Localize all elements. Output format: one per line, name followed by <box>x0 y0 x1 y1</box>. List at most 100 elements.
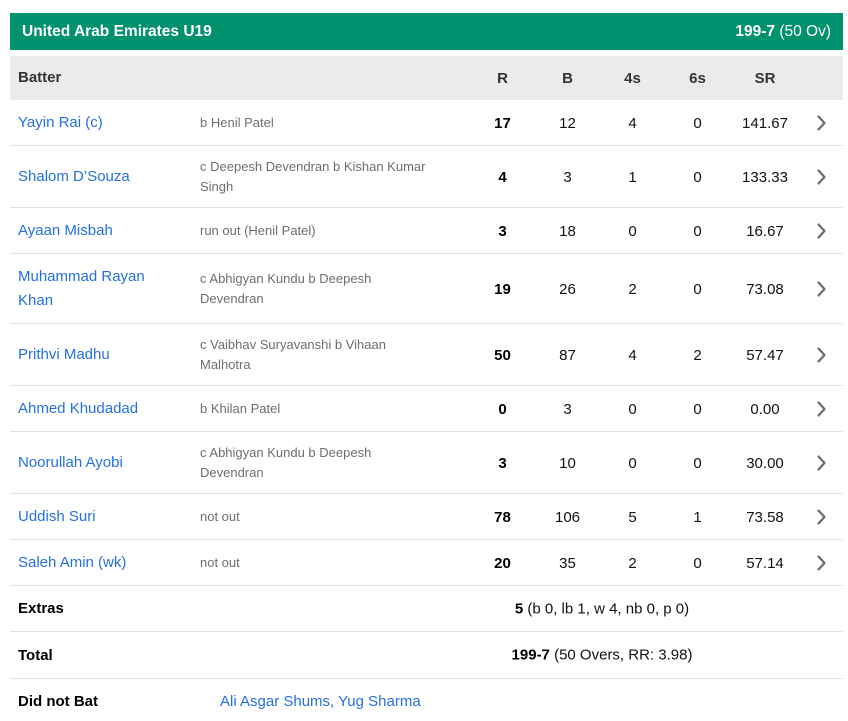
team-score-runs: 199-7 <box>735 22 776 40</box>
batter-name-link[interactable]: Saleh Amin (wk) <box>18 554 127 571</box>
batter-name-link[interactable]: Yayin Rai (c) <box>18 114 103 131</box>
fours-value: 1 <box>628 168 637 186</box>
team-header-bar: United Arab Emirates U19 199-7 (50 Ov) <box>10 13 843 50</box>
chevron-right-icon <box>817 401 826 417</box>
dismissal-text: b Khilan Patel <box>200 401 281 416</box>
batter-row[interactable]: Prithvi Madhu c Vaibhav Suryavanshi b Vi… <box>10 324 843 386</box>
dismissal-text: run out (Henil Patel) <box>200 223 316 238</box>
column-header-runs: R <box>497 69 508 87</box>
strike-rate-value: 73.58 <box>746 508 784 526</box>
dismissal-text: c Abhigyan Kundu b Deepesh Devendran <box>200 271 372 306</box>
strike-rate-value: 16.67 <box>746 222 784 240</box>
batter-row[interactable]: Uddish Suri not out 78 106 5 1 73.58 <box>10 494 843 540</box>
chevron-right-icon <box>817 455 826 471</box>
sixes-value: 1 <box>693 508 702 526</box>
strike-rate-value: 0.00 <box>750 400 780 418</box>
batter-rows-container: Yayin Rai (c) b Henil Patel 17 12 4 0 14… <box>10 100 843 586</box>
runs-value: 50 <box>494 346 511 364</box>
batter-row[interactable]: Muhammad Rayan Khan c Abhigyan Kundu b D… <box>10 254 843 324</box>
extras-value: 5 (b 0, lb 1, w 4, nb 0, p 0) <box>514 600 690 617</box>
fours-value: 5 <box>628 508 637 526</box>
batter-name-link[interactable]: Noorullah Ayobi <box>18 454 123 471</box>
batter-row[interactable]: Ayaan Misbah run out (Henil Patel) 3 18 … <box>10 208 843 254</box>
balls-value: 18 <box>559 222 576 240</box>
row-expand-target[interactable] <box>800 222 843 240</box>
chevron-right-icon <box>817 223 826 239</box>
batter-name-link[interactable]: Shalom D’Souza <box>18 168 130 185</box>
balls-value: 26 <box>559 280 576 298</box>
fours-value: 2 <box>628 280 637 298</box>
total-value: 199-7 (50 Overs, RR: 3.98) <box>511 646 693 664</box>
extras-row: Extras 5 (b 0, lb 1, w 4, nb 0, p 0) <box>10 586 843 632</box>
runs-value: 78 <box>494 508 511 526</box>
fours-value: 2 <box>628 554 637 572</box>
fours-value: 4 <box>628 114 637 132</box>
fours-value: 0 <box>628 454 637 472</box>
balls-value: 35 <box>559 554 576 572</box>
batter-row[interactable]: Noorullah Ayobi c Abhigyan Kundu b Deepe… <box>10 432 843 494</box>
row-expand-target[interactable] <box>800 280 843 298</box>
chevron-right-icon <box>817 509 826 525</box>
row-expand-target[interactable] <box>800 400 843 418</box>
dismissal-text: c Deepesh Devendran b Kishan Kumar Singh <box>200 159 426 194</box>
did-not-bat-label: Did not Bat <box>18 692 98 710</box>
did-not-bat-players-link[interactable]: Ali Asgar Shums, Yug Sharma <box>220 692 421 710</box>
strike-rate-value: 73.08 <box>746 280 784 298</box>
batter-name-link[interactable]: Uddish Suri <box>18 508 96 525</box>
fours-value: 0 <box>628 400 637 418</box>
total-label: Total <box>18 646 53 664</box>
row-expand-target[interactable] <box>800 554 843 572</box>
column-header-fours: 4s <box>624 69 641 87</box>
team-score-overs: (50 Ov) <box>775 22 831 40</box>
dismissal-text: c Abhigyan Kundu b Deepesh Devendran <box>200 445 372 480</box>
sixes-value: 0 <box>693 114 702 132</box>
runs-value: 19 <box>494 280 511 298</box>
batter-name-link[interactable]: Ayaan Misbah <box>18 222 113 239</box>
balls-value: 106 <box>554 508 581 526</box>
strike-rate-value: 30.00 <box>746 454 784 472</box>
sixes-value: 0 <box>693 554 702 572</box>
chevron-right-icon <box>817 555 826 571</box>
batter-name-link[interactable]: Muhammad Rayan Khan <box>18 268 145 309</box>
column-header-batter: Batter <box>18 69 62 86</box>
batter-row[interactable]: Ahmed Khudadad b Khilan Patel 0 3 0 0 0.… <box>10 386 843 432</box>
strike-rate-value: 57.14 <box>746 554 784 572</box>
runs-value: 3 <box>498 454 507 472</box>
batter-row[interactable]: Yayin Rai (c) b Henil Patel 17 12 4 0 14… <box>10 100 843 146</box>
sixes-value: 2 <box>693 346 702 364</box>
runs-value: 17 <box>494 114 511 132</box>
runs-value: 20 <box>494 554 511 572</box>
dismissal-text: not out <box>200 555 240 570</box>
row-expand-target[interactable] <box>800 114 843 132</box>
sixes-value: 0 <box>693 400 702 418</box>
balls-value: 3 <box>563 168 572 186</box>
batter-row[interactable]: Shalom D’Souza c Deepesh Devendran b Kis… <box>10 146 843 208</box>
batter-name-link[interactable]: Prithvi Madhu <box>18 346 110 363</box>
dismissal-text: c Vaibhav Suryavanshi b Vihaan Malhotra <box>200 337 386 372</box>
row-expand-target[interactable] <box>800 168 843 186</box>
sixes-value: 0 <box>693 280 702 298</box>
total-row: Total 199-7 (50 Overs, RR: 3.98) <box>10 632 843 679</box>
row-expand-target[interactable] <box>800 346 843 364</box>
strike-rate-value: 141.67 <box>742 114 788 132</box>
column-header-row: Batter R B 4s 6s SR <box>10 56 843 100</box>
strike-rate-value: 133.33 <box>742 168 788 186</box>
balls-value: 3 <box>563 400 572 418</box>
fours-value: 0 <box>628 222 637 240</box>
sixes-value: 0 <box>693 168 702 186</box>
chevron-right-icon <box>817 347 826 363</box>
dismissal-text: b Henil Patel <box>200 115 274 130</box>
batter-row[interactable]: Saleh Amin (wk) not out 20 35 2 0 57.14 <box>10 540 843 586</box>
extras-label: Extras <box>18 600 64 617</box>
row-expand-target[interactable] <box>800 508 843 526</box>
fours-value: 4 <box>628 346 637 364</box>
batter-name-link[interactable]: Ahmed Khudadad <box>18 400 139 417</box>
balls-value: 12 <box>559 114 576 132</box>
row-expand-target[interactable] <box>800 454 843 472</box>
column-header-balls: B <box>562 69 573 87</box>
runs-value: 4 <box>498 168 507 186</box>
balls-value: 10 <box>559 454 576 472</box>
batting-scorecard: United Arab Emirates U19 199-7 (50 Ov) B… <box>10 13 843 721</box>
did-not-bat-row: Did not Bat Ali Asgar Shums, Yug Sharma <box>10 679 843 721</box>
